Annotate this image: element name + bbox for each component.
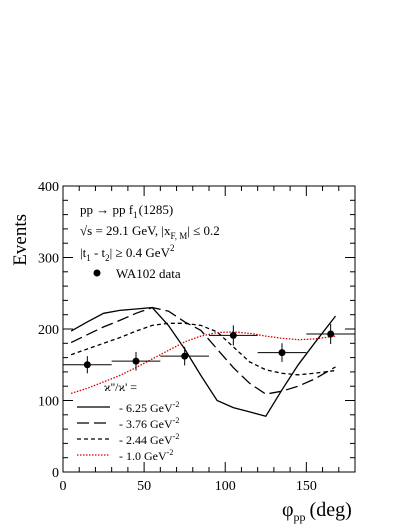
y-axis: 0 100 200 300 400 xyxy=(38,180,355,481)
t-cut-annotation: |t1 - t2| ≥ 0.4 GeV2 xyxy=(80,243,174,263)
data-point xyxy=(229,331,237,339)
x-axis-label: φpp (deg) xyxy=(282,499,352,524)
legend-label-4: - 1.0 GeV-2 xyxy=(119,448,173,463)
t-cut-mid: - t xyxy=(91,245,106,260)
x-axis-label-subscript: pp xyxy=(294,510,306,524)
legend: - 6.25 GeV-2- 3.76 GeV-2- 2.44 GeV-2- 1.… xyxy=(77,400,179,463)
y-tick-label: 400 xyxy=(38,180,59,195)
data-point xyxy=(132,357,140,365)
x-axis-label-unit: (deg) xyxy=(310,499,352,521)
y-tick-label: 200 xyxy=(38,323,59,338)
t-cut-post: | ≥ 0.4 GeV xyxy=(110,245,171,260)
x-axis: 0 50 100 150 xyxy=(60,186,356,494)
legend-label-3: - 2.44 GeV-2 xyxy=(119,432,179,447)
legend-label-1: - 6.25 GeV-2 xyxy=(119,400,179,415)
reaction-annotation: pp → pp f1(1285) xyxy=(80,202,173,220)
series-line-4 xyxy=(70,331,336,395)
reaction-mass: (1285) xyxy=(139,202,174,217)
data-legend-label: WA102 data xyxy=(116,266,181,281)
x-tick-label: 50 xyxy=(137,479,151,494)
x-tick-label: 0 xyxy=(60,479,67,494)
t-cut-pre: |t xyxy=(80,245,87,260)
x-tick-label: 100 xyxy=(215,479,236,494)
y-axis-label: Events xyxy=(10,214,31,266)
data-points xyxy=(63,323,355,374)
energy-annotation: √s = 29.1 GeV, |xF, M| ≤ 0.2 xyxy=(80,223,220,241)
energy-text: √s = 29.1 GeV, |x xyxy=(80,223,171,238)
y-tick-label: 0 xyxy=(52,466,59,481)
y-tick-label: 100 xyxy=(38,395,59,410)
data-point xyxy=(278,349,286,357)
y-tick-label: 300 xyxy=(38,252,59,267)
data-point xyxy=(83,361,91,369)
series-line-3 xyxy=(70,322,336,376)
t-cut-sup: 2 xyxy=(170,243,175,253)
x-axis-label-symbol: φ xyxy=(282,499,294,521)
series-line-1 xyxy=(70,306,337,417)
energy-subscript: F, M xyxy=(171,231,188,241)
series-line-2 xyxy=(70,306,336,395)
x-tick-label: 150 xyxy=(296,479,317,494)
kappa-label: ϰ''/ϰ' = xyxy=(104,380,137,394)
t-cut-sub2: 2 xyxy=(105,253,110,263)
energy-cut: | ≤ 0.2 xyxy=(187,223,220,238)
reaction-subscript: 1 xyxy=(133,210,138,220)
data-point xyxy=(181,352,189,360)
data-legend-marker xyxy=(93,269,101,277)
legend-label-2: - 3.76 GeV-2 xyxy=(119,416,179,431)
t-cut-sub1: 1 xyxy=(86,253,91,263)
model-curves xyxy=(70,306,337,417)
data-point xyxy=(327,330,335,338)
reaction-text: pp → pp f xyxy=(80,202,134,217)
